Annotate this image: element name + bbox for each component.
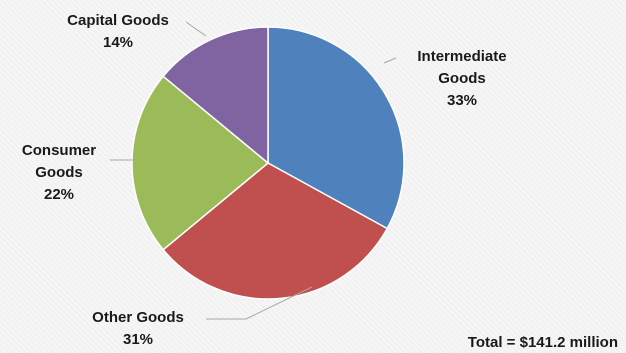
total-label: Total = $141.2 million <box>467 334 618 351</box>
pie-slices <box>131 26 405 300</box>
leader-lines <box>110 21 397 320</box>
slice-other-goods <box>162 162 389 300</box>
slice-capital-goods <box>162 26 269 165</box>
slice-consumer-goods <box>131 75 270 251</box>
slice-intermediate-goods <box>267 26 405 230</box>
label-capital-goods: Capital Goods 14% <box>67 12 169 51</box>
label-consumer-goods: Consumer Goods 22% <box>21 142 97 203</box>
label-intermediate-goods: Intermediate Goods 33% <box>417 48 507 109</box>
leader-capital <box>185 21 207 37</box>
label-other-goods: Other Goods 31% <box>92 309 184 348</box>
leader-intermediate <box>383 57 397 64</box>
leader-other <box>206 286 313 320</box>
